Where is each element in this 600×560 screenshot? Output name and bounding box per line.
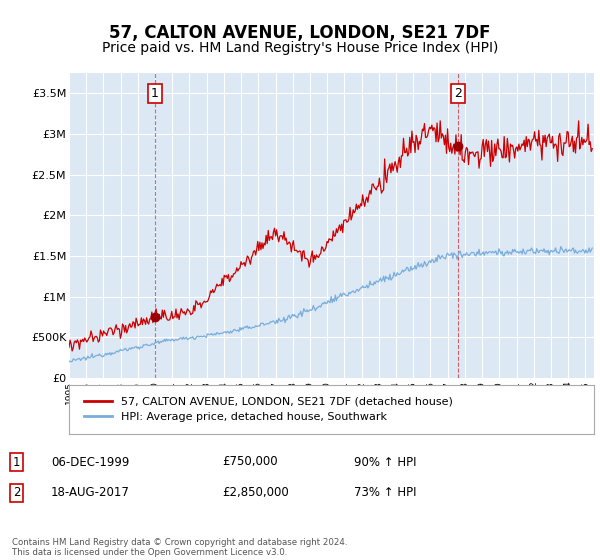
Text: £750,000: £750,000: [222, 455, 278, 469]
Text: Contains HM Land Registry data © Crown copyright and database right 2024.
This d: Contains HM Land Registry data © Crown c…: [12, 538, 347, 557]
Text: 57, CALTON AVENUE, LONDON, SE21 7DF: 57, CALTON AVENUE, LONDON, SE21 7DF: [109, 24, 491, 42]
Legend: 57, CALTON AVENUE, LONDON, SE21 7DF (detached house), HPI: Average price, detach: 57, CALTON AVENUE, LONDON, SE21 7DF (det…: [80, 392, 457, 427]
Text: £2,850,000: £2,850,000: [222, 486, 289, 500]
Text: 1: 1: [13, 455, 20, 469]
Text: Price paid vs. HM Land Registry's House Price Index (HPI): Price paid vs. HM Land Registry's House …: [102, 41, 498, 55]
Text: 2: 2: [13, 486, 20, 500]
Text: 18-AUG-2017: 18-AUG-2017: [51, 486, 130, 500]
Text: 73% ↑ HPI: 73% ↑ HPI: [354, 486, 416, 500]
Text: 1: 1: [151, 87, 159, 100]
Text: 90% ↑ HPI: 90% ↑ HPI: [354, 455, 416, 469]
Text: 2: 2: [454, 87, 462, 100]
Text: 06-DEC-1999: 06-DEC-1999: [51, 455, 130, 469]
